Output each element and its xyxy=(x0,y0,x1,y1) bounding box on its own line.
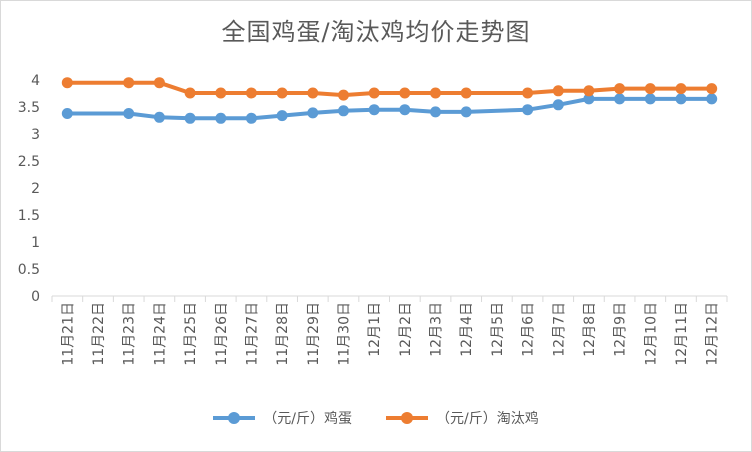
x-tick-label: 12月8日 xyxy=(582,302,598,357)
data-point xyxy=(123,77,135,89)
data-point xyxy=(307,107,319,119)
x-tick-label: 11月27日 xyxy=(244,302,260,366)
x-tick-label: 12月7日 xyxy=(551,302,567,357)
data-point xyxy=(399,104,411,116)
data-point xyxy=(552,99,564,111)
data-point xyxy=(583,85,595,97)
data-point xyxy=(430,87,441,99)
y-tick-label: 0 xyxy=(31,289,40,305)
legend: （元/斤）鸡蛋 （元/斤）淘汰鸡 xyxy=(0,408,752,428)
data-point xyxy=(245,87,257,99)
y-tick-label: 0.5 xyxy=(18,262,40,278)
data-point xyxy=(307,87,319,99)
data-point xyxy=(276,110,288,122)
data-point xyxy=(614,93,626,105)
data-point xyxy=(215,87,227,99)
x-tick-label: 11月30日 xyxy=(336,302,352,366)
data-point xyxy=(552,85,564,97)
x-tick-label: 11月22日 xyxy=(91,302,107,366)
x-tick-label: 12月6日 xyxy=(521,302,537,357)
data-point xyxy=(460,106,472,118)
x-tick-label: 12月11日 xyxy=(674,302,690,366)
data-point xyxy=(215,112,227,124)
data-point xyxy=(675,93,687,105)
x-tick-label: 11月24日 xyxy=(152,302,168,366)
legend-item-hen: （元/斤）淘汰鸡 xyxy=(386,408,539,428)
chart-title: 全国鸡蛋/淘汰鸡均价走势图 xyxy=(221,18,531,46)
data-point xyxy=(644,93,656,105)
data-point xyxy=(276,87,288,99)
data-point xyxy=(522,87,534,99)
data-point xyxy=(245,112,257,124)
x-tick-label: 11月25日 xyxy=(183,302,199,366)
data-point xyxy=(614,83,626,95)
x-tick-label: 12月3日 xyxy=(429,302,445,357)
data-point xyxy=(399,87,411,99)
data-point xyxy=(368,104,380,116)
data-point xyxy=(61,108,73,119)
data-point xyxy=(706,83,718,95)
x-tick-label: 12月1日 xyxy=(367,302,383,357)
x-tick-label: 11月23日 xyxy=(122,302,138,366)
data-point xyxy=(460,87,472,99)
data-point xyxy=(338,89,349,101)
x-tick-label: 12月5日 xyxy=(490,302,506,357)
data-point xyxy=(61,77,73,89)
y-tick-label: 1 xyxy=(31,235,40,251)
x-tick-label: 12月10日 xyxy=(643,302,659,366)
x-tick-label: 12月4日 xyxy=(459,302,475,357)
legend-label-egg: （元/斤）鸡蛋 xyxy=(263,411,352,427)
data-point xyxy=(675,83,687,95)
data-point xyxy=(583,93,595,105)
data-point xyxy=(706,93,718,105)
data-point xyxy=(430,106,441,118)
data-point xyxy=(338,105,349,117)
data-point xyxy=(522,104,534,116)
y-tick-label: 1.5 xyxy=(18,208,40,224)
legend-item-egg: （元/斤）鸡蛋 xyxy=(213,408,352,428)
legend-swatch-hen xyxy=(386,411,428,425)
x-tick-label: 11月28日 xyxy=(275,302,291,366)
x-tick-label: 12月12日 xyxy=(705,302,721,366)
x-tick-label: 11月21日 xyxy=(60,302,76,366)
x-tick-label: 11月29日 xyxy=(306,302,322,366)
data-point xyxy=(184,112,196,124)
data-point xyxy=(153,111,165,123)
data-point xyxy=(184,87,196,99)
x-tick-label: 11月26日 xyxy=(214,302,230,366)
data-point xyxy=(123,108,135,119)
data-point xyxy=(368,87,380,99)
y-tick-label: 4 xyxy=(31,73,40,89)
y-tick-label: 3.5 xyxy=(18,100,40,116)
y-tick-label: 3 xyxy=(31,127,40,143)
y-tick-label: 2.5 xyxy=(18,154,40,170)
y-tick-label: 2 xyxy=(31,181,40,197)
data-point xyxy=(644,83,656,95)
legend-swatch-egg xyxy=(213,411,256,425)
x-tick-label: 12月9日 xyxy=(613,302,629,357)
data-point xyxy=(153,77,165,89)
x-tick-label: 12月2日 xyxy=(398,302,414,357)
legend-label-hen: （元/斤）淘汰鸡 xyxy=(436,411,539,427)
